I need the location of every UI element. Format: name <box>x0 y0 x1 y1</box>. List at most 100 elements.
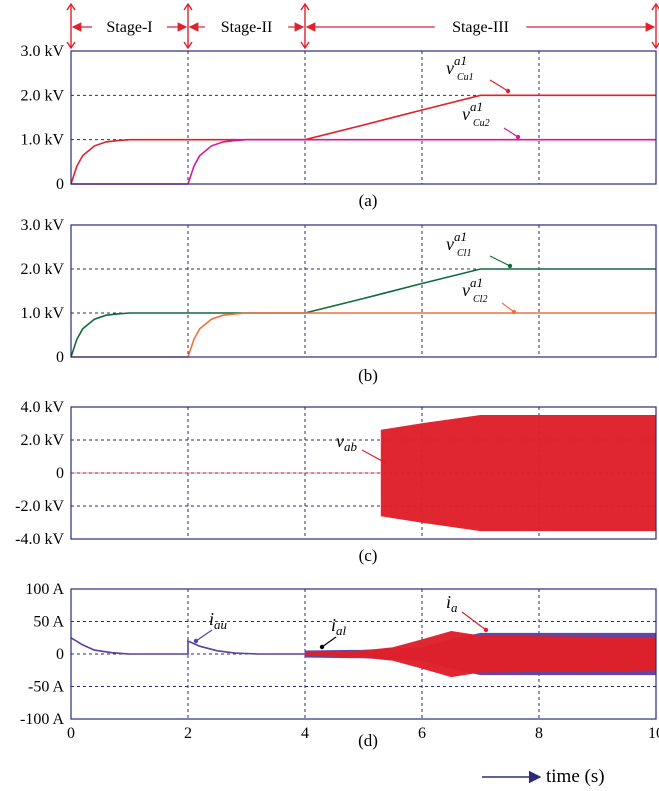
annotation-leader-tip <box>511 309 517 315</box>
series-annotation: vab <box>336 431 358 454</box>
stage-divider-cap <box>183 41 193 50</box>
annotation-leader <box>503 127 519 138</box>
y-tick-label: -100 A <box>20 711 64 728</box>
y-tick-label: 0 <box>56 465 64 482</box>
annotation-sub: al <box>336 623 347 638</box>
y-tick-label: 0 <box>56 176 64 193</box>
panel-a: 3.0 kV 2.0 kV 1.0 kV 0 (a) <box>20 43 657 210</box>
annotation-leader-tip <box>193 638 199 644</box>
y-tick-label: 0 <box>56 646 64 663</box>
series-0-envelope <box>71 415 657 532</box>
annotation-leader-tip <box>483 627 489 633</box>
series-0-line <box>70 268 656 358</box>
annotation-base: v <box>336 431 344 451</box>
panel-caption: (d) <box>358 731 378 750</box>
annotation-base: v <box>446 234 454 254</box>
panel-c: 4.0 kV 2.0 kV 0 -2.0 kV -4.0 kV (c) <box>15 399 657 565</box>
y-tick-label: 1.0 kV <box>20 132 64 149</box>
series-annotation: va1 Cu1 <box>446 53 474 83</box>
plot-frame <box>70 224 657 358</box>
y-tick-label: 2.0 kV <box>20 432 64 449</box>
annotation-sup: a1 <box>470 275 483 290</box>
stage-label: Stage-I <box>106 19 152 36</box>
x-tick-label: 10 <box>648 725 659 742</box>
annotation-sup: a1 <box>470 99 483 114</box>
y-tick-label: 1.0 kV <box>20 305 64 322</box>
annotation-base: i <box>209 609 214 629</box>
x-tick-label: 8 <box>535 725 543 742</box>
annotation-sup: a1 <box>454 53 467 68</box>
annotation-leader <box>489 255 511 267</box>
annotation-sub: Cl2 <box>473 294 487 305</box>
stage-divider-cap <box>300 41 310 50</box>
y-tick-label: 3.0 kV <box>20 217 64 234</box>
y-tick-label: 3.0 kV <box>20 43 64 60</box>
y-tick-label: -4.0 kV <box>15 531 64 548</box>
series-1-line <box>71 138 656 185</box>
panels: 3.0 kV 2.0 kV 1.0 kV 0 (a) 3.0 kV 2.0 kV 1.0 kV… <box>15 43 657 750</box>
stage-label: Stage-II <box>221 19 273 36</box>
plot-frame <box>70 588 657 720</box>
series-annotation: va1 Cu2 <box>462 99 490 129</box>
annotation-sub: au <box>214 617 228 632</box>
annotation-leader-tip <box>505 88 511 94</box>
series-annotation: ia <box>446 592 458 615</box>
annotation-leader <box>361 449 385 463</box>
annotation-leader-tip <box>381 459 387 465</box>
x-tick-label: 2 <box>184 725 192 742</box>
annotation-leader-tip <box>319 644 325 650</box>
annotation-sub: Cl1 <box>457 248 471 259</box>
annotation-base: v <box>462 280 470 300</box>
plot-frame <box>70 406 657 540</box>
annotation-leader <box>501 302 515 313</box>
panel-d: 100 A 50 A 0 -50 A -100 A (d) <box>20 581 657 750</box>
annotation-base: v <box>446 58 454 78</box>
y-tick-label: 2.0 kV <box>20 261 64 278</box>
y-tick-label: 4.0 kV <box>20 399 64 416</box>
y-tick-label: 0 <box>56 349 64 366</box>
plot-frame <box>70 50 657 185</box>
annotation-sub: Cu2 <box>473 118 490 129</box>
annotation-leader <box>489 79 509 92</box>
time-axis-label: time (s) <box>482 766 605 787</box>
y-tick-label: -2.0 kV <box>15 498 64 515</box>
x-tick-label: 4 <box>301 725 309 742</box>
stage-bar: Stage-I Stage-II Stage-III <box>66 2 659 50</box>
panel-caption: (b) <box>358 366 378 385</box>
time-label: time (s) <box>546 766 605 787</box>
panel-b: 3.0 kV 2.0 kV 1.0 kV 0 (b) <box>20 217 657 385</box>
annotation-sub: ab <box>344 439 358 454</box>
series-2-envelope <box>304 630 657 678</box>
panel-caption: (a) <box>359 191 378 210</box>
series-annotation: iau <box>209 609 228 632</box>
stage-label: Stage-III <box>452 19 509 36</box>
annotation-leader <box>321 636 337 648</box>
series-1-line <box>71 312 656 358</box>
stage-divider-cap <box>66 2 76 11</box>
stage-divider-cap <box>300 2 310 11</box>
annotation-sub: Cu1 <box>457 72 474 83</box>
annotation-sup: a1 <box>454 229 467 244</box>
y-tick-label: 100 A <box>25 581 64 598</box>
annotation-leader <box>195 629 213 642</box>
y-tick-label: 2.0 kV <box>20 87 64 104</box>
x-tick-label: 0 <box>67 725 75 742</box>
series-annotation: ial <box>331 615 347 638</box>
annotation-base: v <box>462 104 470 124</box>
annotation-leader-tip <box>515 134 521 140</box>
series-annotation: va1 Cl1 <box>446 229 471 259</box>
stage-divider-cap <box>183 2 193 11</box>
annotation-leader <box>461 611 487 631</box>
x-tick-label: 6 <box>418 725 426 742</box>
series-0-line <box>70 94 656 185</box>
stage-divider-cap <box>66 41 76 50</box>
annotation-base: i <box>446 592 451 612</box>
annotation-sub: a <box>451 600 458 615</box>
annotation-base: i <box>331 615 336 635</box>
panel-caption: (c) <box>359 546 378 565</box>
series-0-line <box>70 637 305 655</box>
series-annotation: va1 Cl2 <box>462 275 487 305</box>
y-tick-label: -50 A <box>28 679 64 696</box>
